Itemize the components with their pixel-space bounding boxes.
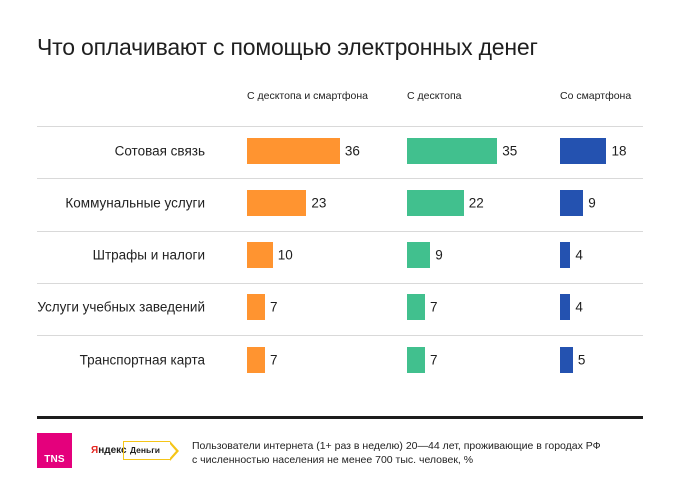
bar [247,294,266,321]
category-label: Транспортная карта [79,352,205,368]
bar-value-label: 7 [430,299,438,315]
column-header: Со смартфона [560,90,632,102]
yandex-logo: Яндекс [91,445,127,456]
row-divider [37,335,643,336]
row-divider [37,126,643,127]
category-label: Коммунальные услуги [65,195,205,211]
yandex-logo-ya: Я [91,445,99,456]
bar [407,137,498,164]
category-label: Сотовая связь [114,143,205,158]
tns-logo-text: TNS [44,454,65,465]
bar [560,346,573,373]
row-divider [37,283,643,284]
bar-value-label: 7 [430,352,438,368]
bar [407,346,426,373]
yandex-logo-rest: ндекс [98,445,127,456]
bar [247,189,307,216]
bar [560,242,571,269]
bar [407,189,464,216]
bar-value-label: 4 [575,299,583,315]
footnote: Пользователи интернета (1+ раз в неделю)… [192,439,601,467]
bar [247,242,273,269]
bar-value-label: 36 [344,143,360,158]
column-header: С десктопа и смартфона [247,90,369,102]
bar-value-label: 22 [468,195,484,211]
bar [247,346,266,373]
bar-value-label: 18 [611,143,627,158]
chart-title: Что оплачивают с помощью электронных ден… [37,34,538,60]
footnote-line-2: с численностью населения не менее 700 ты… [192,454,474,466]
bar [247,137,340,164]
column-header: С десктопа [407,90,462,102]
bar-value-label: 7 [270,299,278,315]
bar [407,294,426,321]
category-label: Услуги учебных заведений [37,299,205,315]
bar [560,189,584,216]
category-label: Штрафы и налоги [92,247,205,263]
bar [560,137,607,164]
bar-value-label: 9 [588,195,596,211]
bar-value-label: 5 [577,352,586,368]
bar-value-label: 10 [277,247,293,263]
yandex-dengi-badge: Деньги [123,440,180,461]
footer-divider [37,416,643,419]
bar-value-label: 35 [502,143,518,158]
bar [407,242,431,269]
tns-logo: TNS [37,433,72,468]
dengi-label: Деньги [130,445,161,455]
row-divider [37,231,643,232]
bar [560,294,571,321]
bar-value-label: 7 [270,352,278,368]
row-divider [37,178,643,179]
footnote-line-1: Пользователи интернета (1+ раз в неделю)… [192,440,601,452]
bar-value-label: 23 [311,195,327,211]
bar-value-label: 9 [435,247,443,263]
bar-value-label: 4 [575,247,583,263]
